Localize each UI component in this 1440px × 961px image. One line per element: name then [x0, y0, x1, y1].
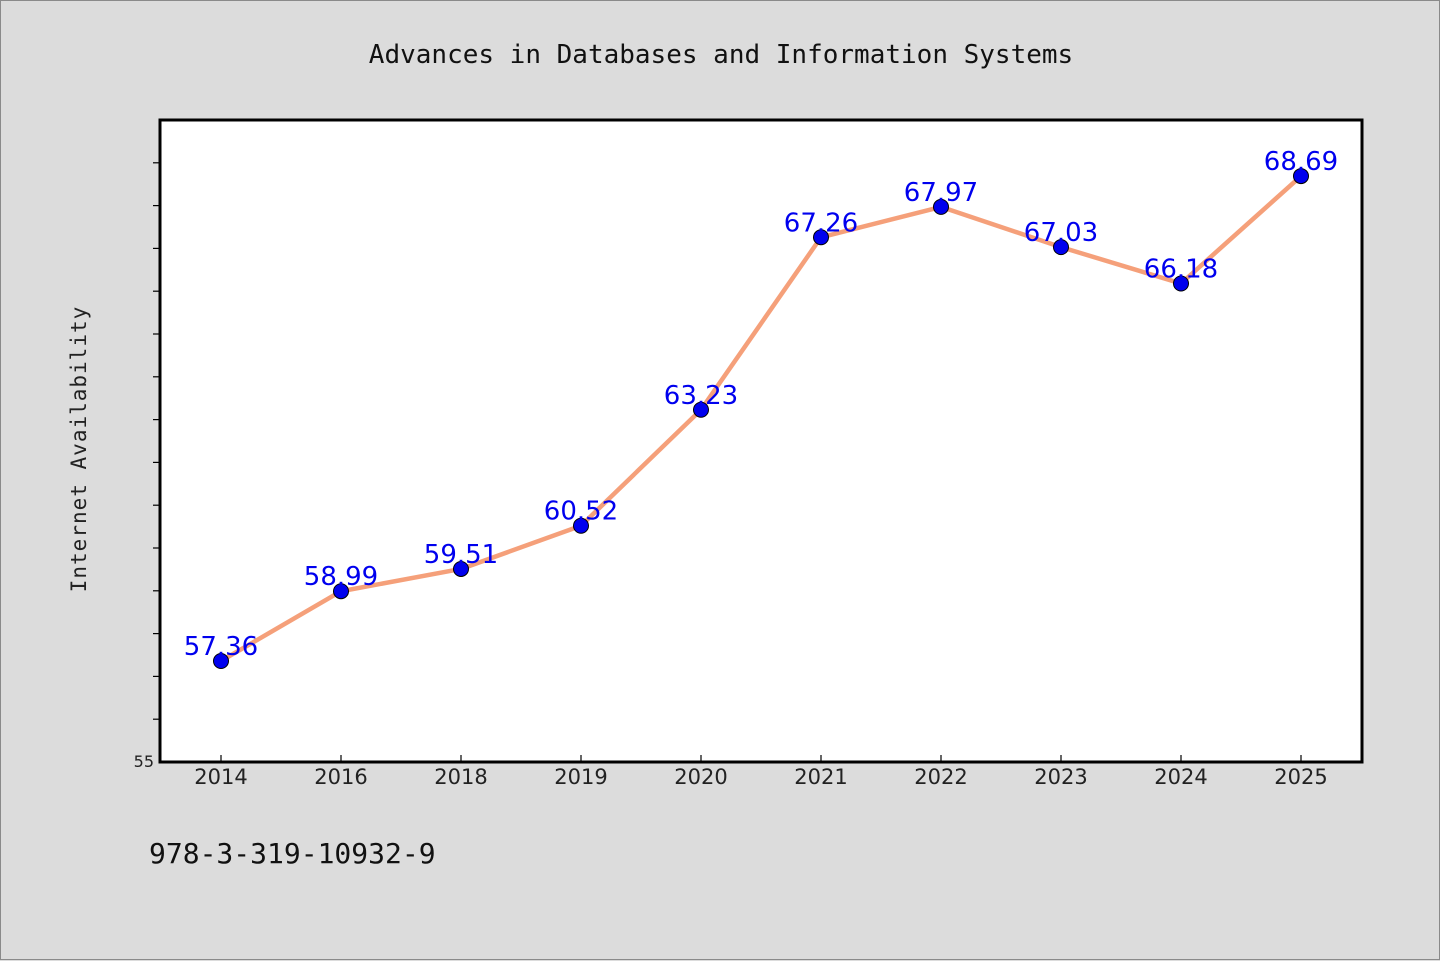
- x-tick-label-2022: 2022: [914, 765, 967, 789]
- series-line-group: [218, 173, 1304, 664]
- data-point-2014: [213, 652, 229, 669]
- x-tick-label-2023: 2023: [1034, 765, 1087, 789]
- data-point-2020: [693, 401, 709, 418]
- x-tick-label-2016: 2016: [314, 765, 367, 789]
- data-label-2021: 67.26: [784, 208, 858, 238]
- x-tick-label-2020: 2020: [674, 765, 727, 789]
- data-point-2018: [453, 560, 469, 577]
- x-tick-label-2018: 2018: [434, 765, 487, 789]
- data-label-2018: 59.51: [424, 540, 498, 570]
- x-tick-label-2024: 2024: [1154, 765, 1207, 789]
- data-label-2016: 58.99: [304, 562, 378, 592]
- data-label-2024: 66.18: [1144, 254, 1218, 284]
- data-point-2023: [1053, 239, 1069, 256]
- data-label-2020: 63.23: [664, 381, 738, 411]
- x-axis-ticks: 2014 2016 2018 2019 2020 2021 2022 2023 2024 2025: [194, 755, 1328, 789]
- x-tick-label-2021: 2021: [794, 765, 847, 789]
- series-line: [218, 173, 1304, 664]
- data-labels: 57.36 58.99 59.51 60.52 63.23 67.26 67.97 67.03…: [184, 147, 1338, 662]
- plot-area: [158, 118, 1364, 764]
- y-tick-label: 55: [134, 752, 154, 771]
- y-axis-ticks: [153, 162, 160, 720]
- x-tick-label-2025: 2025: [1274, 765, 1327, 789]
- data-label-2022: 67.97: [904, 178, 978, 208]
- data-point-2024: [1173, 275, 1189, 292]
- data-point-2022: [933, 198, 949, 215]
- x-tick-label-2014: 2014: [194, 765, 247, 789]
- data-point-2021: [813, 229, 829, 246]
- data-point-2016: [333, 583, 349, 600]
- isbn-footnote: 978-3-319-10932-9: [149, 837, 436, 870]
- data-label-2019: 60.52: [544, 497, 618, 527]
- data-label-2025: 68.69: [1264, 147, 1338, 177]
- data-markers: [213, 168, 1309, 669]
- data-point-2019: [573, 517, 589, 534]
- data-point-2025: [1293, 168, 1309, 185]
- chart-title: Advances in Databases and Information Sy…: [369, 40, 1073, 70]
- x-tick-label-2019: 2019: [554, 765, 607, 789]
- y-axis-label: Internet Availability: [67, 306, 91, 593]
- data-label-2014: 57.36: [184, 632, 258, 662]
- data-label-2023: 67.03: [1024, 218, 1098, 248]
